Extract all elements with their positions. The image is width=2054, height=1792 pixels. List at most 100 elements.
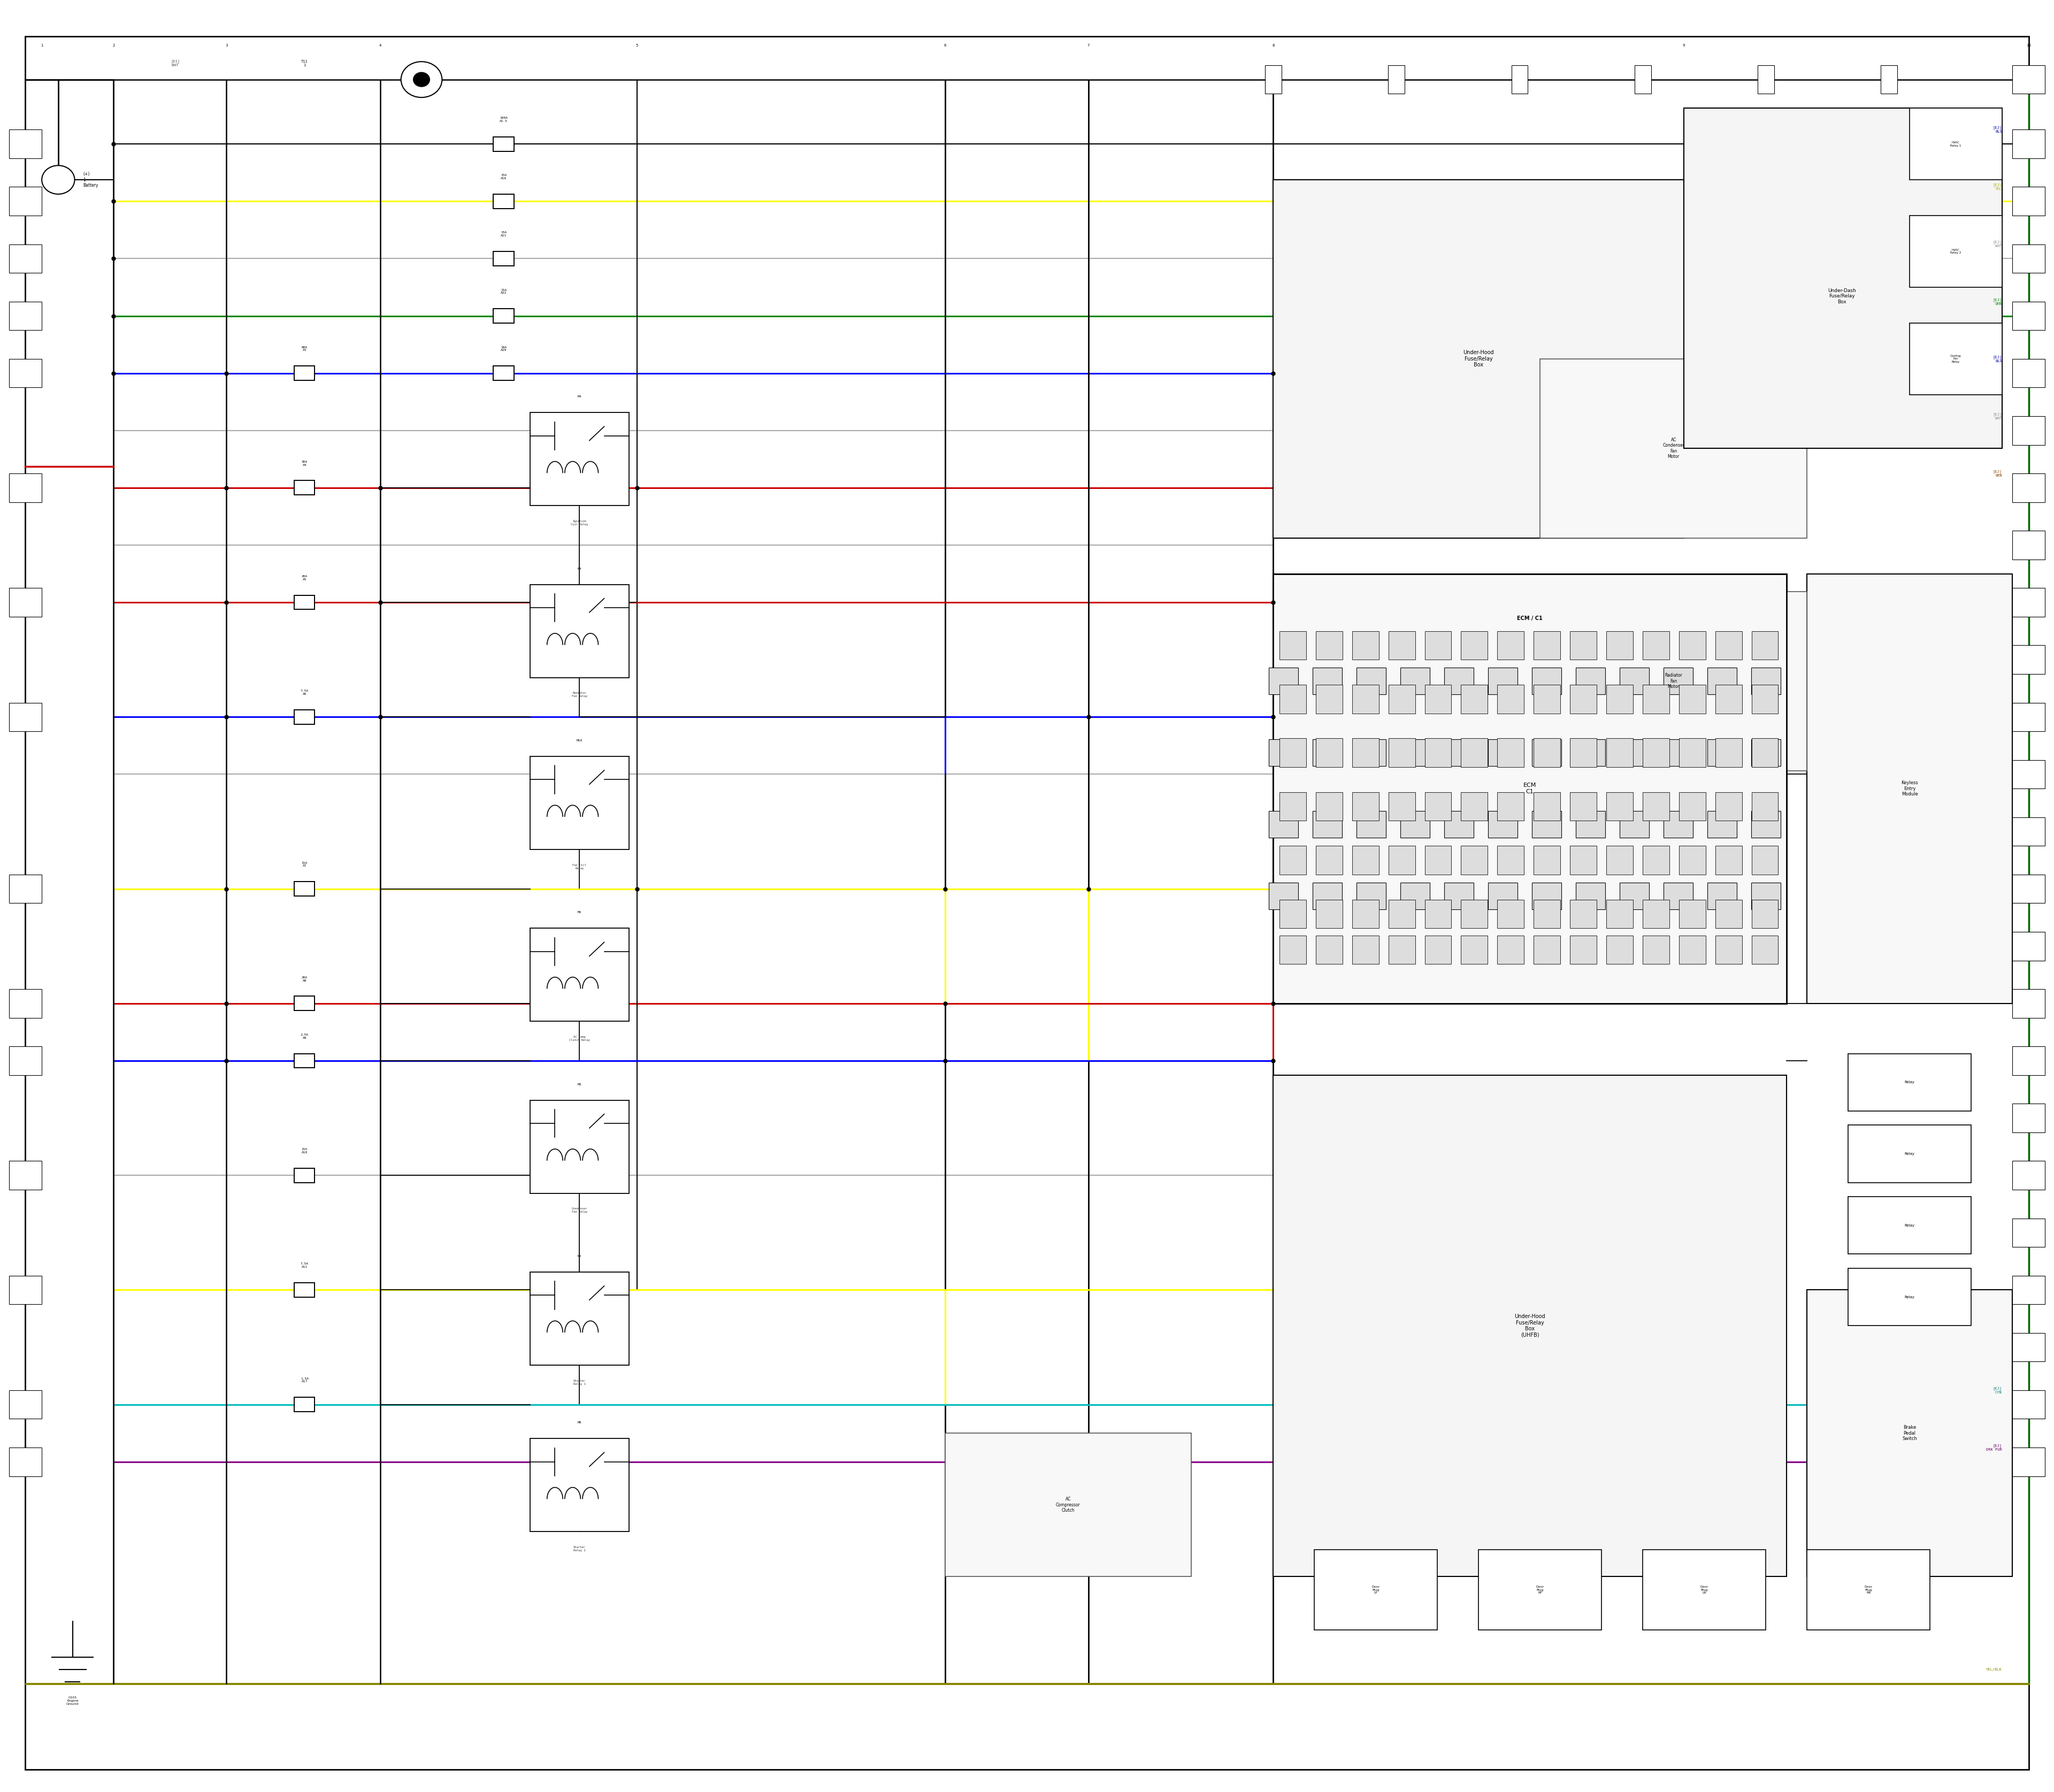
Bar bbox=[1389, 792, 1415, 821]
Bar bbox=[2013, 989, 2046, 1018]
Text: 2: 2 bbox=[113, 43, 115, 47]
Bar bbox=[1643, 738, 1670, 767]
Bar bbox=[1460, 846, 1487, 874]
Bar bbox=[8, 473, 41, 502]
Bar bbox=[1643, 792, 1670, 821]
Bar bbox=[1313, 668, 1341, 695]
Text: Ignition
Coil Relay: Ignition Coil Relay bbox=[571, 520, 587, 525]
Bar bbox=[1460, 900, 1487, 928]
Text: Keyless
Entry
Module: Keyless Entry Module bbox=[1902, 781, 1918, 796]
Bar bbox=[1664, 883, 1692, 909]
Text: AC Comp
Clutch Relay: AC Comp Clutch Relay bbox=[569, 1036, 589, 1041]
Bar bbox=[1534, 792, 1561, 821]
Bar bbox=[1401, 883, 1430, 909]
Bar bbox=[1715, 846, 1742, 874]
Bar bbox=[1910, 108, 2003, 179]
Bar bbox=[8, 358, 41, 387]
Text: [EJ]
CYN: [EJ] CYN bbox=[1992, 1387, 2003, 1394]
Bar bbox=[1444, 668, 1475, 695]
Bar bbox=[1575, 668, 1606, 695]
Bar bbox=[1575, 812, 1606, 839]
Bar bbox=[8, 989, 41, 1018]
Text: 15A
A22: 15A A22 bbox=[501, 289, 507, 294]
Text: 15A
A7: 15A A7 bbox=[302, 862, 308, 867]
Text: M2: M2 bbox=[577, 1254, 581, 1258]
Bar bbox=[1356, 740, 1386, 767]
Bar bbox=[1849, 1269, 1972, 1326]
Bar bbox=[1752, 846, 1779, 874]
Bar bbox=[1569, 685, 1596, 713]
Bar bbox=[2013, 1161, 2046, 1190]
Text: [EJ]
WHT: [EJ] WHT bbox=[1992, 412, 2003, 419]
Bar bbox=[530, 928, 629, 1021]
Bar bbox=[1643, 900, 1670, 928]
Bar bbox=[1849, 1054, 1972, 1111]
Bar bbox=[1715, 685, 1742, 713]
Bar bbox=[1389, 935, 1415, 964]
Bar bbox=[2013, 1276, 2046, 1305]
Bar bbox=[1280, 846, 1306, 874]
Text: [EJ]
GRN: [EJ] GRN bbox=[1992, 297, 2003, 305]
Bar bbox=[1569, 935, 1596, 964]
Bar bbox=[2013, 301, 2046, 330]
Bar bbox=[1425, 631, 1452, 659]
Bar bbox=[1497, 792, 1524, 821]
Bar bbox=[1534, 738, 1561, 767]
Bar bbox=[2013, 588, 2046, 616]
Bar bbox=[1619, 668, 1649, 695]
Bar bbox=[1389, 900, 1415, 928]
Bar bbox=[1752, 738, 1779, 767]
Bar bbox=[1356, 883, 1386, 909]
Bar bbox=[1460, 935, 1487, 964]
Text: [EJ]
BRN: [EJ] BRN bbox=[1992, 470, 2003, 477]
Bar bbox=[1569, 900, 1596, 928]
Bar bbox=[1849, 1125, 1972, 1183]
Bar bbox=[2013, 645, 2046, 674]
Bar bbox=[1425, 935, 1452, 964]
Bar bbox=[1352, 900, 1378, 928]
Bar bbox=[2013, 1104, 2046, 1133]
Bar bbox=[1313, 740, 1341, 767]
Bar bbox=[945, 1434, 1191, 1577]
Bar bbox=[1684, 108, 2003, 448]
Bar bbox=[1606, 738, 1633, 767]
Bar bbox=[1808, 1550, 1931, 1631]
Text: ECM
C1: ECM C1 bbox=[1524, 783, 1536, 794]
Bar bbox=[530, 584, 629, 677]
Bar bbox=[1317, 792, 1343, 821]
Bar bbox=[294, 1283, 314, 1297]
Bar bbox=[1643, 685, 1670, 713]
Bar bbox=[1273, 1075, 1787, 1577]
Bar bbox=[1269, 812, 1298, 839]
Bar bbox=[1487, 883, 1518, 909]
Bar bbox=[1356, 812, 1386, 839]
Bar bbox=[1715, 792, 1742, 821]
Bar bbox=[294, 1168, 314, 1183]
Bar bbox=[1752, 631, 1779, 659]
Bar bbox=[8, 244, 41, 272]
Text: Radiator
Fan
Motor: Radiator Fan Motor bbox=[1664, 674, 1682, 690]
Bar bbox=[1352, 792, 1378, 821]
Text: 10: 10 bbox=[2025, 43, 2031, 47]
Bar bbox=[1752, 668, 1781, 695]
Bar bbox=[1606, 846, 1633, 874]
Bar bbox=[2013, 760, 2046, 788]
Bar bbox=[2013, 530, 2046, 559]
Bar bbox=[1752, 812, 1781, 839]
Text: 7.5A
A6: 7.5A A6 bbox=[300, 690, 308, 695]
Text: 60A
A3: 60A A3 bbox=[302, 346, 308, 351]
Text: 6: 6 bbox=[943, 43, 947, 47]
Text: YEL/BLK: YEL/BLK bbox=[1986, 1668, 2003, 1672]
Text: M8: M8 bbox=[577, 1421, 581, 1425]
Bar bbox=[1678, 846, 1705, 874]
Bar bbox=[1707, 668, 1738, 695]
Bar bbox=[1401, 740, 1430, 767]
Bar bbox=[1606, 685, 1633, 713]
Text: Relay: Relay bbox=[1904, 1224, 1914, 1228]
Bar bbox=[1540, 358, 1808, 538]
Bar bbox=[1273, 179, 1684, 538]
Text: G101
Engine
Ground: G101 Engine Ground bbox=[66, 1697, 78, 1706]
Text: HVAC
Relay 1: HVAC Relay 1 bbox=[1951, 142, 1962, 147]
Bar bbox=[1881, 65, 1898, 93]
Bar bbox=[1273, 573, 1787, 1004]
